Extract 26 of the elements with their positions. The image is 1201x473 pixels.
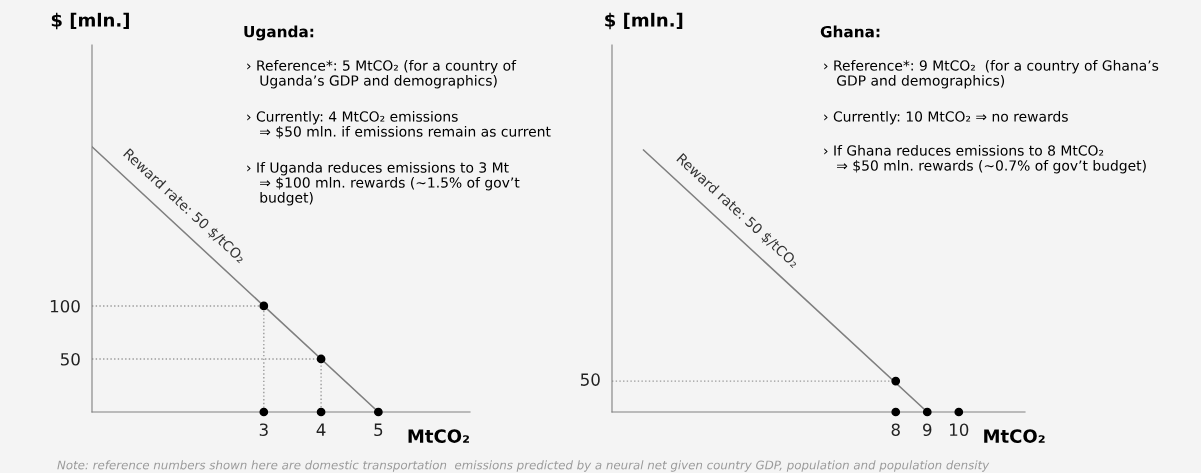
chart-title: Uganda: <box>244 25 314 41</box>
annotation: › If Ghana reduces emissions to 8 MtCO₂ ⇒ $50 mln. rewards (~0.7% of gov’t budget) <box>824 145 1146 174</box>
annotation: › If Uganda reduces emissions to 3 Mt ⇒ $100 mln. rewards (~1.5% of gov’t budget) <box>247 162 520 206</box>
point <box>259 407 269 417</box>
x-tick-label: 10 <box>950 423 969 437</box>
text: › Currently: 10 MtCO₂ ⇒ no rewards <box>824 111 1068 125</box>
annotation: › Currently: 4 MtCO₂ emissions ⇒ $50 mln. if emissions remain as current <box>247 111 551 139</box>
point <box>373 407 383 417</box>
y-axis-title: $ [mln.] <box>605 12 683 30</box>
chart-title: Ghana: <box>820 25 880 38</box>
point <box>259 301 269 311</box>
point <box>316 354 326 364</box>
annotation: 50 <box>580 373 600 386</box>
y-axis-title: $ [mln.] <box>51 12 129 30</box>
x-tick-label: 8 <box>891 423 900 437</box>
x-tick-label: 9 <box>923 423 932 437</box>
x-axis-title: MtCO₂ <box>984 429 1045 443</box>
y-tick-label: 100 <box>50 299 80 313</box>
x-axis-title: MtCO₂ <box>408 429 469 443</box>
annotation: › Reference*: 5 MtCO₂ (for a country of Uganda’s GDP and demographics) <box>247 60 517 89</box>
text: › Reference*: 9 MtCO₂ (for a country of Ghana’s GDP and demographics) <box>824 60 1159 89</box>
point <box>316 407 326 417</box>
x-tick-label: 5 <box>374 423 383 437</box>
x-tick-label: 3 <box>259 423 268 437</box>
x-tick-label: 4 <box>316 423 326 436</box>
text: Note: reference numbers shown here are domestic transportation emissions predicted by a neural net given country GDP, population and population density <box>57 460 990 472</box>
